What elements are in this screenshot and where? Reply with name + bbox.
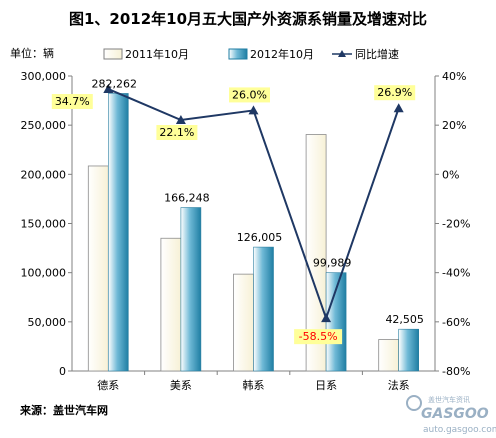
rate-label-box [374, 85, 416, 101]
rate-label: -58.5% [299, 330, 338, 343]
rate-label: 22.1% [159, 126, 194, 139]
bar-2011 [378, 339, 400, 372]
data-labels: 282,262 166,248 126,005 99,989 42,505 34.7% 22… [51, 77, 424, 345]
legend-swatch-2011 [103, 48, 123, 60]
x-tick-label: 美系 [170, 379, 192, 392]
rate-label-box [156, 125, 198, 141]
growth-marker [175, 115, 186, 125]
y-left-tick-label: 50,000 [28, 316, 67, 329]
rate-label-box [229, 87, 270, 103]
watermark-url: auto.gasgoo.com [423, 425, 496, 435]
growth-line [103, 84, 404, 323]
growth-marker [321, 313, 332, 323]
bar-2012 [108, 93, 129, 372]
rate-label-box [294, 329, 343, 345]
y-right-tick-label: -20% [442, 218, 470, 231]
bar-2011 [87, 165, 109, 372]
y-right-tick-label: 0% [442, 168, 459, 181]
bar-value-label: 166,248 [164, 192, 210, 205]
legend-marker-growth [338, 50, 346, 57]
x-tick-label: 韩系 [243, 378, 265, 392]
rate-label: 34.7% [55, 95, 90, 108]
bar-2012 [180, 207, 202, 372]
y-left-tick-label: 300,000 [21, 70, 67, 83]
bar-value-label: 126,005 [237, 231, 283, 244]
y-left-tick-label: 250,000 [21, 119, 67, 132]
y-right-tick-label: -80% [442, 365, 470, 378]
x-tick-label: 德系 [97, 378, 119, 392]
bar-value-label: 99,989 [313, 257, 352, 270]
bar-value-label: 282,262 [92, 77, 138, 90]
legend: 2011年10月 2012年10月 同比增速 [103, 47, 399, 61]
legend-swatch-2012 [228, 48, 248, 60]
bar-2011 [160, 237, 182, 372]
rate-label: 26.0% [232, 88, 267, 101]
legend-label-2011: 2011年10月 [125, 47, 189, 61]
watermark-logo: 盖世汽车资讯 GASGOO auto.gasgoo.com [406, 395, 496, 435]
y-left-tick-label: 0 [59, 365, 66, 378]
rate-label-box [51, 94, 93, 110]
growth-marker [103, 84, 114, 94]
bar-2012 [253, 246, 274, 372]
bar-2012 [398, 328, 420, 372]
legend-label-2012: 2012年10月 [250, 47, 314, 61]
watermark-ring-icon [406, 395, 422, 411]
y-right-tick-label: -60% [442, 316, 470, 329]
y-right-tick-label: -40% [442, 267, 470, 280]
ticks: 0 50,000 100,000 150,000 200,000 250,000 300,0… [21, 70, 471, 392]
legend-label-growth: 同比增速 [355, 47, 399, 61]
watermark-brand: GASGOO [421, 406, 489, 422]
x-tick-label: 日系 [315, 379, 337, 392]
bar-2011 [305, 134, 327, 372]
bar-2011 [233, 273, 254, 372]
growth-marker [393, 103, 404, 113]
rate-label: 26.9% [377, 86, 412, 99]
y-left-tick-label: 200,000 [21, 168, 67, 181]
chart-title: 图1、2012年10月五大国产外资源系销量及增速对比 [69, 10, 427, 28]
y-left-tick-label: 150,000 [21, 218, 67, 231]
growth-marker [248, 105, 259, 115]
y-left-tick-label: 100,000 [21, 267, 67, 280]
bars [87, 93, 420, 372]
y-unit-label: 单位：辆 [10, 46, 54, 60]
y-right-tick-label: 40% [442, 70, 466, 83]
watermark-tagline: 盖世汽车资讯 [428, 395, 470, 404]
y-right-tick-label: 20% [442, 119, 466, 132]
x-tick-label: 法系 [388, 378, 410, 392]
source-text: 来源：盖世汽车网 [19, 403, 108, 417]
bar-value-label: 42,505 [385, 313, 424, 326]
